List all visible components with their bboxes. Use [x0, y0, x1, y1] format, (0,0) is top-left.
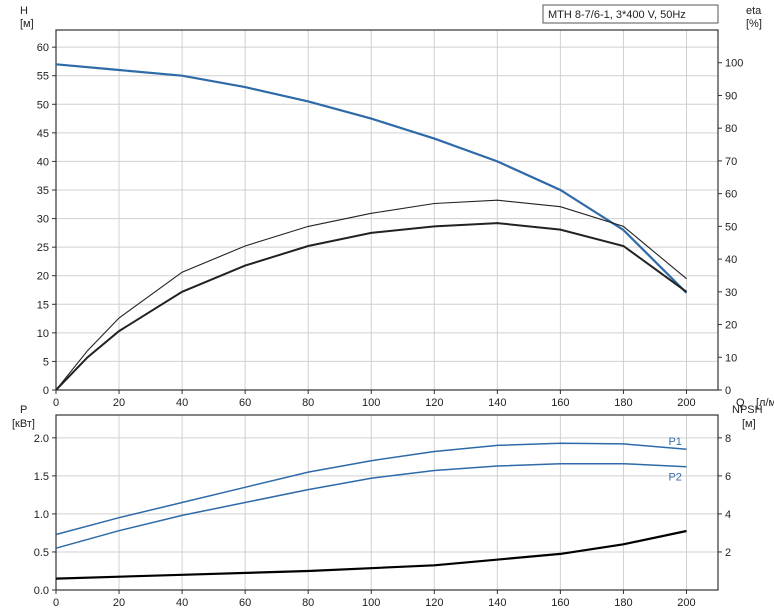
y1l-tick: 60 [37, 42, 49, 54]
h-label: H [20, 5, 28, 17]
x2-tick: 160 [551, 597, 569, 609]
x1-tick: 160 [551, 397, 569, 409]
x1-tick: 200 [677, 397, 695, 409]
x1-tick: 40 [176, 397, 188, 409]
p1-label: P1 [668, 436, 681, 448]
y1r-tick: 70 [725, 156, 737, 168]
y1r-tick: 80 [725, 123, 737, 135]
title-text: MTH 8-7/6-1, 3*400 V, 50Hz [548, 9, 686, 21]
npsh-unit: [м] [742, 418, 756, 430]
y1r-tick: 30 [725, 287, 737, 299]
x2-tick: 0 [53, 597, 59, 609]
x2-tick: 120 [425, 597, 443, 609]
x1-tick: 100 [362, 397, 380, 409]
y1r-tick: 50 [725, 221, 737, 233]
y1r-tick: 20 [725, 320, 737, 332]
y1l-tick: 0 [43, 385, 49, 397]
y1l-tick: 55 [37, 71, 49, 83]
y2l-tick: 2.0 [34, 433, 49, 445]
eta-label: eta [746, 5, 762, 17]
y1l-tick: 10 [37, 328, 49, 340]
y2r-tick: 4 [725, 509, 731, 521]
x2-tick: 60 [239, 597, 251, 609]
y1l-tick: 20 [37, 271, 49, 283]
x2-tick: 80 [302, 597, 314, 609]
y1r-tick: 90 [725, 90, 737, 102]
x1-tick: 20 [113, 397, 125, 409]
y1r-tick: 100 [725, 58, 743, 70]
x2-tick: 100 [362, 597, 380, 609]
x2-tick: 40 [176, 597, 188, 609]
y1l-tick: 40 [37, 156, 49, 168]
x1-tick: 180 [614, 397, 632, 409]
x2-tick: 180 [614, 597, 632, 609]
x2-tick: 20 [113, 597, 125, 609]
y2l-tick: 0.5 [34, 547, 49, 559]
y1l-tick: 45 [37, 128, 49, 140]
h-unit: [м] [20, 18, 34, 30]
y1l-tick: 30 [37, 214, 49, 226]
y2r-tick: 2 [725, 547, 731, 559]
y2l-tick: 1.5 [34, 471, 49, 483]
x1-tick: 120 [425, 397, 443, 409]
y1l-tick: 5 [43, 356, 49, 368]
y2r-tick: 6 [725, 471, 731, 483]
x2-tick: 200 [677, 597, 695, 609]
y1l-tick: 50 [37, 99, 49, 111]
x2-tick: 140 [488, 597, 506, 609]
p2-label: P2 [668, 472, 681, 484]
y2l-tick: 1.0 [34, 509, 49, 521]
pump-curve-chart: 0510152025303540455055600102030405060708… [0, 0, 774, 611]
y2r-tick: 8 [725, 433, 731, 445]
eta-unit: [%] [746, 18, 762, 30]
y2l-tick: 0.0 [34, 585, 49, 597]
x1-tick: 0 [53, 397, 59, 409]
y1r-tick: 10 [725, 352, 737, 364]
p-label: P [20, 404, 27, 416]
p-unit: [кВт] [12, 418, 35, 430]
y1r-tick: 60 [725, 189, 737, 201]
y1l-tick: 35 [37, 185, 49, 197]
y1r-tick: 40 [725, 254, 737, 266]
y1l-tick: 25 [37, 242, 49, 254]
npsh-label: NPSH [732, 404, 763, 416]
x1-tick: 80 [302, 397, 314, 409]
x1-tick: 60 [239, 397, 251, 409]
y1l-tick: 15 [37, 299, 49, 311]
y1r-tick: 0 [725, 385, 731, 397]
x1-tick: 140 [488, 397, 506, 409]
